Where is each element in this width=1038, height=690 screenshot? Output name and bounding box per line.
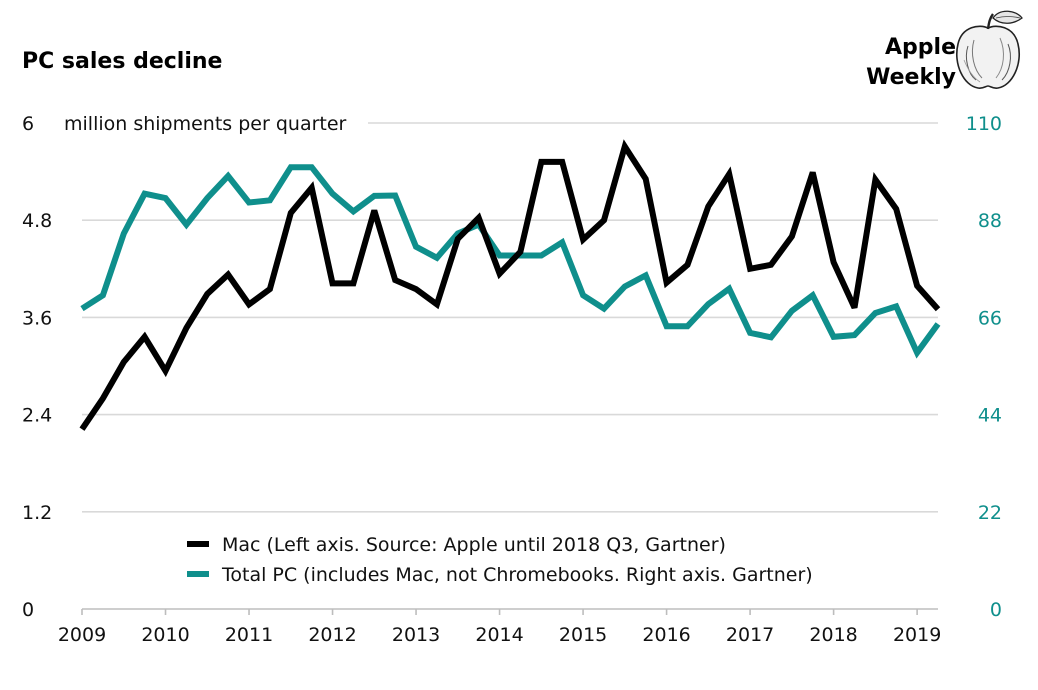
right-tick-label: 66 [978, 307, 1002, 329]
right-tick-label: 88 [978, 210, 1002, 232]
x-tick-label: 2011 [225, 624, 273, 646]
series-line-mac [79, 139, 941, 431]
legend-label-total-pc: Total PC (includes Mac, not Chromebooks.… [221, 564, 813, 586]
left-tick-label: 4.8 [22, 210, 52, 232]
left-tick-label: 6 [22, 113, 34, 135]
right-tick-label: 110 [966, 113, 1002, 135]
x-axis: 2009 2010 2011 2012 2013 2014 2015 2016 2017 2018… [58, 609, 941, 646]
series-lines [79, 139, 941, 431]
x-tick-label: 2019 [893, 624, 941, 646]
series-line-total-pc [80, 164, 941, 359]
left-axis: 0 1.2 2.4 3.6 4.8 6 million shipments per quar… [22, 113, 347, 621]
left-axis-unit-label: million shipments per quarter [64, 113, 347, 135]
right-tick-label: 22 [978, 502, 1002, 524]
brand-line-2: Weekly [866, 65, 956, 90]
right-axis: 0 22 44 66 88 110 [966, 113, 1002, 621]
right-tick-label: 44 [978, 405, 1002, 427]
left-tick-label: 0 [22, 599, 34, 621]
x-tick-label: 2014 [475, 624, 523, 646]
x-tick-label: 2010 [141, 624, 189, 646]
apple-engraving-icon [956, 10, 1023, 89]
x-tick-label: 2009 [58, 624, 106, 646]
right-tick-label: 0 [990, 599, 1002, 621]
left-tick-label: 3.6 [22, 307, 52, 329]
grid-lines [82, 122, 938, 610]
brand: Apple Weekly [866, 10, 1023, 90]
chart-title: PC sales decline [22, 49, 222, 74]
brand-line-1: Apple [885, 35, 956, 60]
legend: Mac (Left axis. Source: Apple until 2018… [187, 534, 813, 586]
x-tick-label: 2017 [726, 624, 774, 646]
legend-label-mac: Mac (Left axis. Source: Apple until 2018… [222, 534, 726, 556]
x-tick-label: 2013 [392, 624, 440, 646]
x-tick-label: 2018 [809, 624, 857, 646]
x-tick-label: 2015 [559, 624, 607, 646]
left-tick-label: 2.4 [22, 405, 52, 427]
x-tick-label: 2012 [308, 624, 356, 646]
x-tick-label: 2016 [642, 624, 690, 646]
left-tick-label: 1.2 [22, 502, 52, 524]
